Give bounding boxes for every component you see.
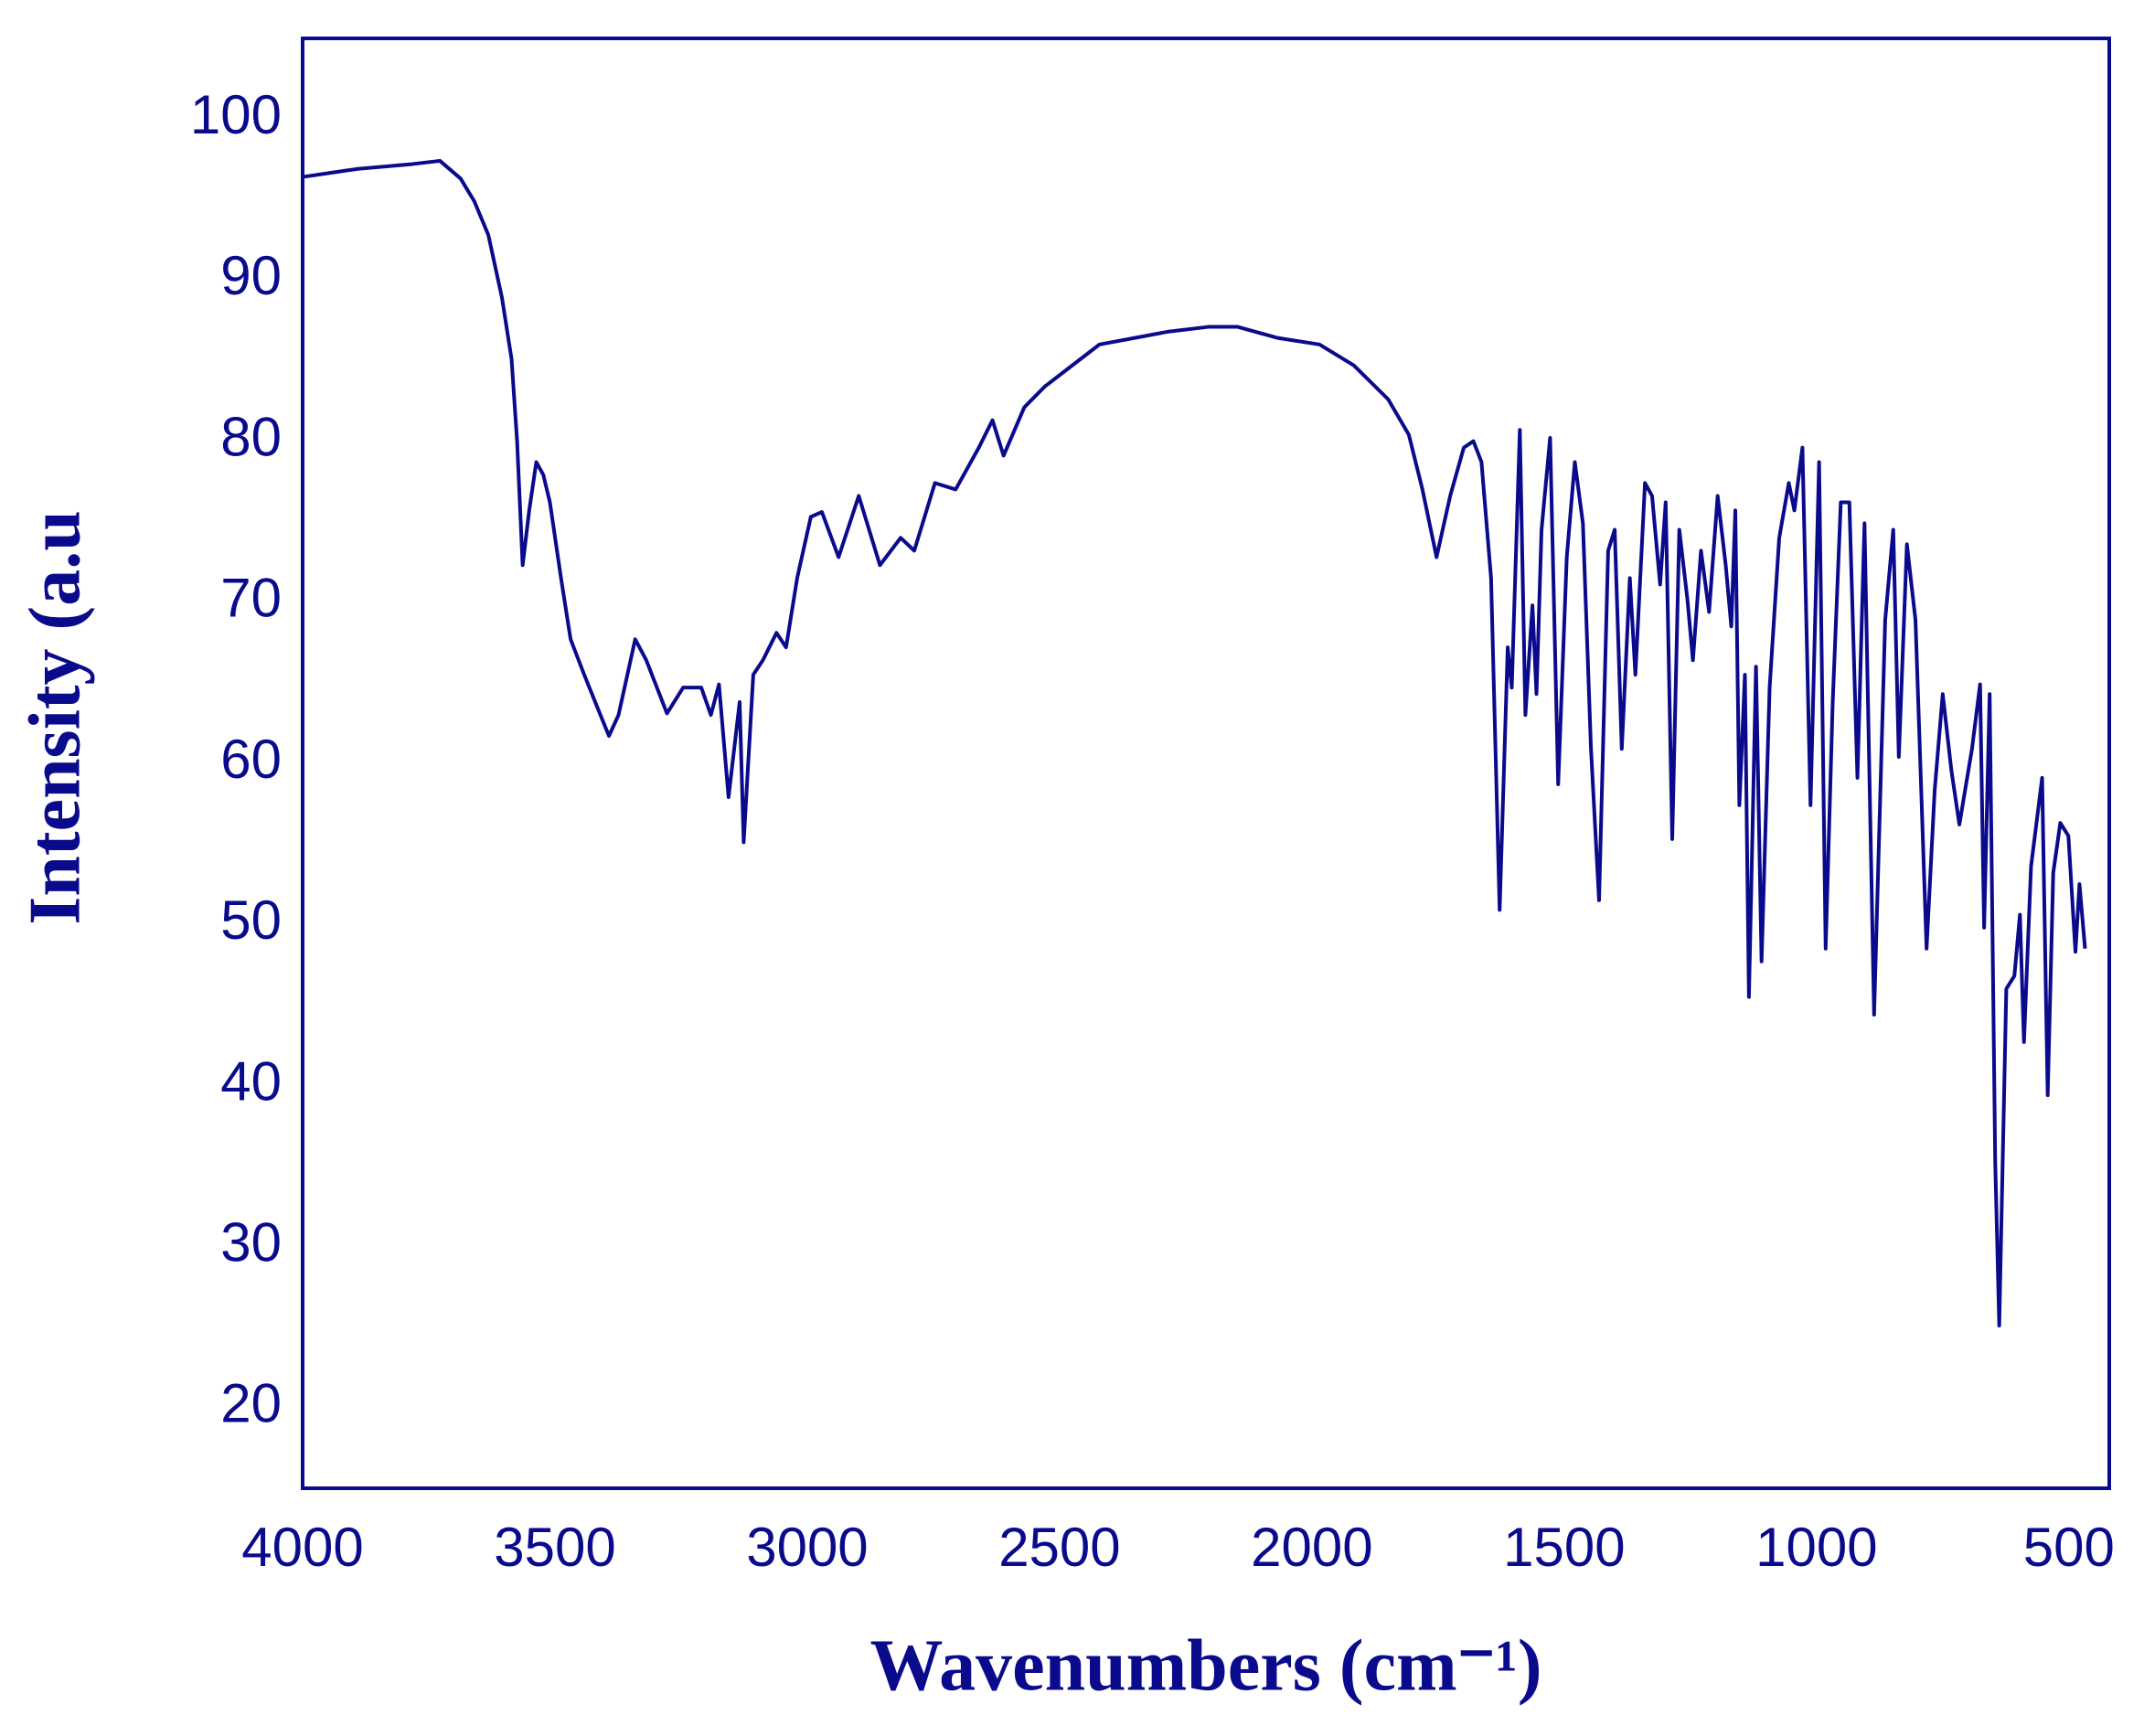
x-tick-label: 3500 <box>494 1517 615 1578</box>
x-tick-label: 1000 <box>1755 1517 1877 1578</box>
y-tick-label: 40 <box>220 1050 282 1112</box>
y-tick-label: 100 <box>190 84 282 145</box>
plot-frame <box>301 37 2111 1490</box>
y-tick-label: 90 <box>220 245 282 306</box>
y-tick-label: 50 <box>220 889 282 951</box>
x-tick-label: 500 <box>2023 1517 2115 1578</box>
x-tick-label: 4000 <box>241 1517 363 1578</box>
y-axis-title: Intensity (a.u <box>15 510 95 924</box>
x-tick-label: 2000 <box>1251 1517 1372 1578</box>
spectrum-line <box>302 158 2087 1328</box>
x-tick-label: 3000 <box>746 1517 868 1578</box>
x-tick-label: 1500 <box>1503 1517 1625 1578</box>
y-tick-label: 20 <box>220 1373 282 1434</box>
x-tick-label: 2500 <box>998 1517 1120 1578</box>
y-tick-label: 80 <box>220 406 282 467</box>
y-tick-label: 60 <box>220 729 282 790</box>
y-tick-label: 30 <box>220 1212 282 1273</box>
x-axis-title: Wavenumbers (cm⁻¹) <box>870 1625 1542 1706</box>
y-tick-label: 70 <box>220 568 282 629</box>
